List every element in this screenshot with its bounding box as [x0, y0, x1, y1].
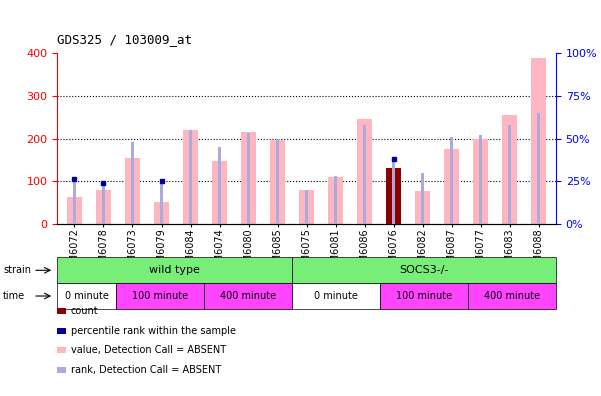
Text: 400 minute: 400 minute — [484, 291, 540, 301]
Bar — [67, 197, 82, 224]
Text: GDS325 / 103009_at: GDS325 / 103009_at — [57, 32, 192, 46]
Bar — [479, 135, 482, 224]
Bar — [218, 147, 221, 224]
Text: strain: strain — [3, 265, 31, 275]
Bar — [380, 283, 468, 309]
Bar — [125, 158, 140, 224]
Bar — [57, 308, 66, 314]
Bar — [305, 190, 308, 224]
Text: SOCS3-/-: SOCS3-/- — [399, 265, 448, 275]
Bar — [531, 58, 546, 224]
Bar — [328, 177, 343, 224]
Bar — [131, 142, 134, 224]
Bar — [189, 130, 192, 224]
Text: 0 minute: 0 minute — [64, 291, 108, 301]
Bar — [363, 125, 366, 224]
Bar — [292, 283, 380, 309]
Text: 100 minute: 100 minute — [132, 291, 188, 301]
Bar — [508, 125, 511, 224]
Bar — [247, 133, 250, 224]
Text: 400 minute: 400 minute — [220, 291, 276, 301]
Bar — [57, 348, 66, 353]
Text: percentile rank within the sample: percentile rank within the sample — [71, 326, 236, 336]
Bar — [357, 120, 372, 224]
Text: time: time — [3, 291, 25, 301]
Bar — [57, 283, 116, 309]
Text: value, Detection Call = ABSENT: value, Detection Call = ABSENT — [71, 345, 226, 356]
Bar — [57, 367, 66, 373]
Bar — [96, 190, 111, 224]
Bar — [73, 181, 76, 224]
Bar — [57, 257, 292, 283]
Bar — [116, 283, 204, 309]
Bar — [241, 132, 256, 224]
Bar — [444, 149, 459, 224]
Bar — [502, 115, 517, 224]
Bar — [160, 181, 163, 224]
Bar — [183, 130, 198, 224]
Bar — [386, 168, 401, 224]
Bar — [415, 190, 430, 224]
Bar — [334, 176, 337, 224]
Bar — [392, 159, 395, 224]
Text: count: count — [71, 306, 99, 316]
Bar — [276, 139, 279, 224]
Bar — [154, 202, 169, 224]
Bar — [450, 137, 453, 224]
Bar — [537, 113, 540, 224]
Text: wild type: wild type — [149, 265, 200, 275]
Text: rank, Detection Call = ABSENT: rank, Detection Call = ABSENT — [71, 365, 221, 375]
Bar — [421, 173, 424, 224]
Bar — [57, 328, 66, 333]
Bar — [468, 283, 556, 309]
Bar — [473, 139, 488, 224]
Text: 0 minute: 0 minute — [314, 291, 358, 301]
Bar — [212, 161, 227, 224]
Bar — [270, 140, 285, 224]
Bar — [299, 190, 314, 224]
Bar — [102, 185, 105, 224]
Text: 100 minute: 100 minute — [396, 291, 452, 301]
Bar — [292, 257, 556, 283]
Bar — [204, 283, 292, 309]
